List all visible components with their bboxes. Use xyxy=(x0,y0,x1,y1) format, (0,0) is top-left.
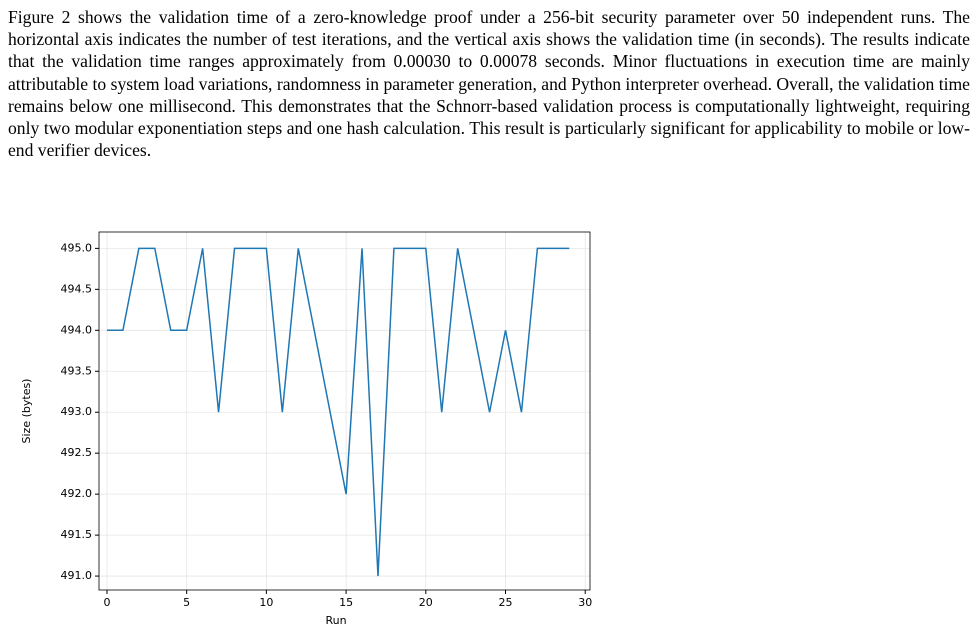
y-tick-label: 492.0 xyxy=(61,487,93,500)
y-tick-label: 491.5 xyxy=(61,528,93,541)
y-tick-label: 494.5 xyxy=(61,282,93,295)
paragraph: Figure 2 shows the validation time of a … xyxy=(8,7,970,161)
y-tick-label: 495.0 xyxy=(61,241,93,254)
y-tick-label: 492.5 xyxy=(61,446,93,459)
x-tick-label: 20 xyxy=(419,596,433,609)
plot-frame xyxy=(98,231,591,591)
x-tick-label: 15 xyxy=(339,596,353,609)
y-tick-label: 493.5 xyxy=(61,364,93,377)
x-tick-label: 0 xyxy=(103,596,110,609)
x-axis-label: Run xyxy=(325,614,346,627)
y-tick-label: 494.0 xyxy=(61,323,93,336)
x-tick-label: 10 xyxy=(259,596,273,609)
x-tick-label: 5 xyxy=(183,596,190,609)
y-tick-label: 491.0 xyxy=(61,569,93,582)
data-line xyxy=(106,247,570,577)
x-tick-label: 30 xyxy=(578,596,592,609)
y-tick-label: 493.0 xyxy=(61,405,93,418)
y-axis-label: Size (bytes) xyxy=(20,379,33,444)
x-tick-label: 25 xyxy=(499,596,513,609)
